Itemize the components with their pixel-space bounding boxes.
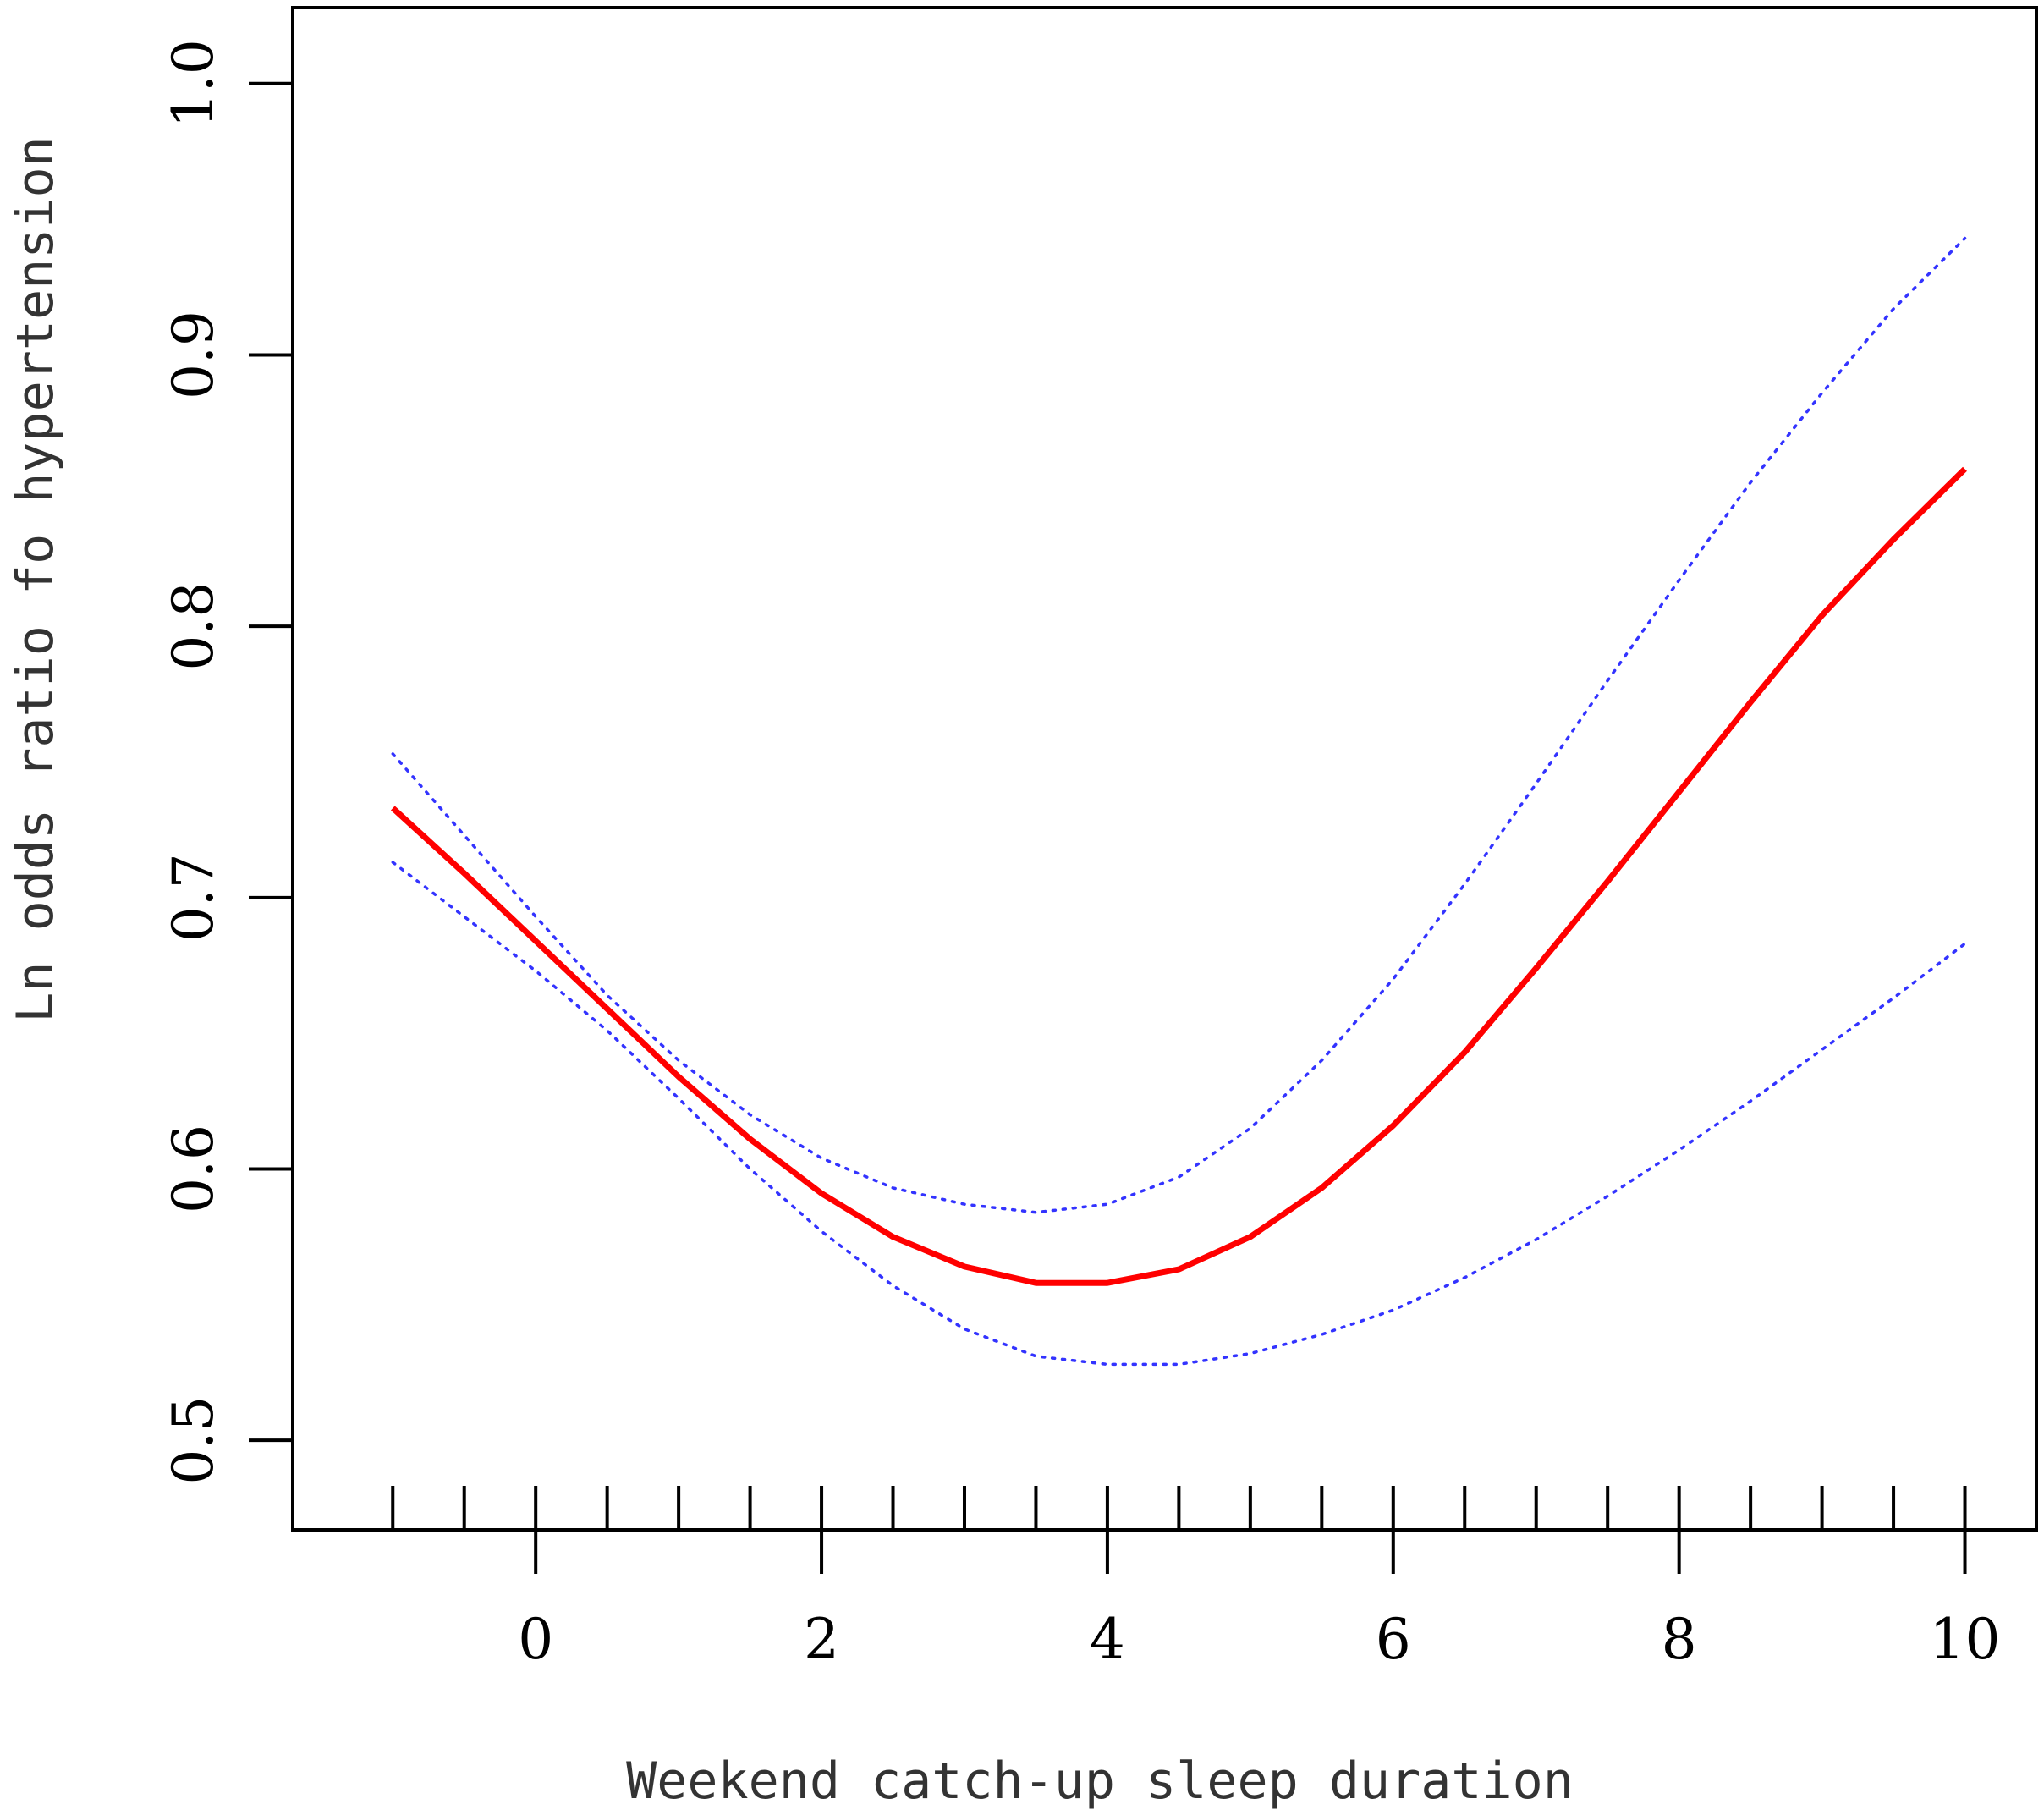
y-tick-label: 0.9	[161, 311, 226, 399]
x-tick-label: 10	[1930, 1607, 2001, 1672]
plot-frame	[291, 6, 2038, 1532]
series-layer	[390, 236, 1967, 1367]
x-tick-label: 0	[518, 1607, 553, 1672]
x-major-ticks: 0 2 4 6 8 10	[518, 1530, 2001, 1672]
x-tick-label: 8	[1662, 1607, 1697, 1672]
series-line-upper-ci	[391, 236, 1967, 1214]
y-tick-label: 0.6	[161, 1125, 226, 1213]
y-tick-label: 0.5	[161, 1396, 226, 1485]
series-line-estimate	[390, 466, 1967, 1286]
y-axis-title: Ln odds ratio fo hypertension	[6, 136, 65, 1023]
x-tick-label: 6	[1376, 1607, 1411, 1672]
x-axis-title: Weekend catch-up sleep duration	[626, 1752, 1574, 1811]
y-tick-label: 1.0	[161, 39, 226, 128]
y-tick-label: 0.8	[161, 582, 226, 671]
series-line-lower-ci	[391, 861, 1967, 1367]
y-ticks: 0.5 0.6 0.7 0.8 0.9 1.0	[161, 39, 293, 1485]
y-tick-label: 0.7	[161, 853, 226, 942]
x-minor-ticks	[391, 1486, 1967, 1530]
x-tick-label: 2	[804, 1607, 839, 1672]
x-tick-label: 4	[1090, 1607, 1125, 1672]
